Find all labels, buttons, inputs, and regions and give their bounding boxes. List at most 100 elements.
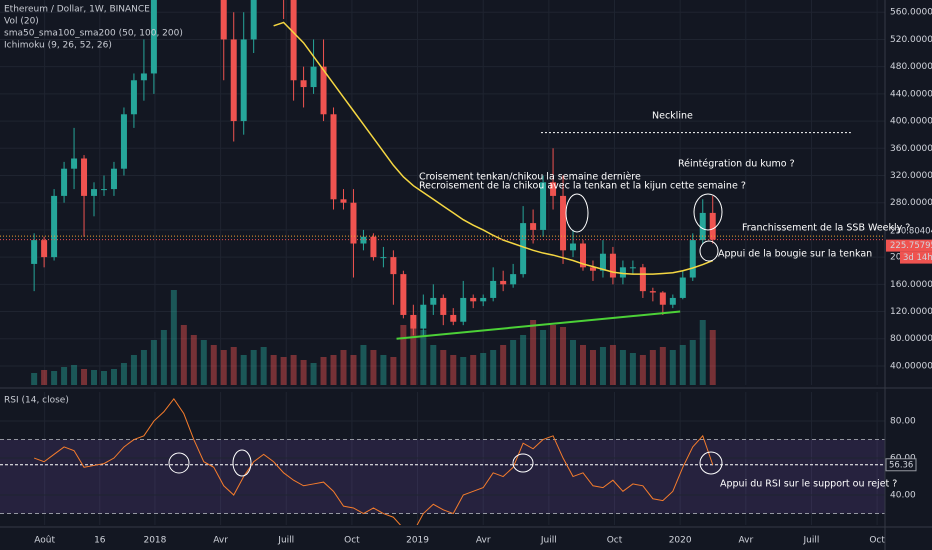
volume-bar xyxy=(330,355,337,385)
candle-body xyxy=(480,297,487,302)
volume-bar xyxy=(310,363,317,385)
volume-bar xyxy=(510,340,517,385)
candle-body xyxy=(380,257,387,259)
volume-bar xyxy=(450,355,457,385)
rsi-tick-label: 40.00 xyxy=(890,491,916,501)
volume-bar xyxy=(669,350,676,385)
annotation: Appui du RSI sur le support ou rejet ? xyxy=(720,479,897,490)
candle-body xyxy=(240,39,247,122)
volume-bar xyxy=(91,370,98,385)
volume-bar xyxy=(659,347,666,385)
x-tick-label: 16 xyxy=(94,536,106,546)
x-tick-label: Oct xyxy=(869,536,885,546)
y-tick-label: 480.000000 xyxy=(890,62,932,72)
y-tick-label: 120.000000 xyxy=(890,307,932,317)
volume-bar xyxy=(609,345,616,385)
volume-bar xyxy=(240,355,247,385)
candle-body xyxy=(390,257,397,275)
volume-bar xyxy=(170,290,177,385)
candle-body xyxy=(500,280,507,285)
y-tick-label: 400.000000 xyxy=(890,117,932,127)
volume-bar xyxy=(230,347,237,385)
volume-bar xyxy=(540,330,547,385)
volume-bar xyxy=(560,327,567,385)
volume-bar xyxy=(420,330,427,385)
candle-body xyxy=(669,297,676,305)
candle-body xyxy=(81,158,88,196)
volume-bar xyxy=(180,325,187,385)
candle-body xyxy=(570,243,577,251)
candle-body xyxy=(340,199,347,203)
annotation: Croisement tenkan/chikou la semaine dern… xyxy=(419,172,641,183)
indicator-label: Ichimoku (9, 26, 52, 26) xyxy=(4,41,112,51)
rsi-current-box xyxy=(885,458,917,472)
axes: 40.000000 80.000000 120.000000 160.000000 20… xyxy=(34,8,932,546)
candle-body xyxy=(250,0,257,40)
y-tick-label: 440.000000 xyxy=(890,89,932,99)
candle-body xyxy=(450,314,457,322)
candle-body xyxy=(400,274,407,315)
volume-bar xyxy=(380,355,387,385)
x-tick-label: Juill xyxy=(540,536,557,546)
volume-bar xyxy=(320,357,327,385)
x-tick-label: Avr xyxy=(213,536,228,546)
candle-body xyxy=(360,236,367,244)
candle-body xyxy=(520,223,527,275)
volume-bar xyxy=(410,315,417,385)
candle-body xyxy=(579,243,586,268)
candle-body xyxy=(350,202,357,244)
annotation: Recroisement de la chikou avec la tenkan… xyxy=(419,181,746,192)
volume-bar xyxy=(210,345,217,385)
candle-body xyxy=(699,212,706,241)
rsi-tick-label: 80.00 xyxy=(890,417,916,427)
candle-body xyxy=(290,0,297,81)
price-label-box xyxy=(886,225,932,238)
price-pane xyxy=(0,0,885,385)
y-tick-label: 520.000000 xyxy=(890,35,932,45)
candle-body xyxy=(530,223,537,230)
volume-bar xyxy=(280,357,287,385)
indicator-label: Vol (20) xyxy=(4,17,39,27)
volume-bar xyxy=(41,370,48,385)
y-tick-label: 80.000000 xyxy=(890,334,932,344)
volume-bar xyxy=(51,371,58,385)
volume-bar xyxy=(61,367,68,385)
volume-bar xyxy=(649,350,656,385)
candle-body xyxy=(220,0,227,40)
volume-bar xyxy=(300,360,307,385)
volume-bar xyxy=(290,355,297,385)
candle-body xyxy=(599,253,606,271)
highlight-circle xyxy=(168,452,190,474)
candle-body xyxy=(470,297,477,302)
candle-body xyxy=(440,297,447,315)
volume-bar xyxy=(629,353,636,385)
indicator-label: sma50_sma100_sma200 (50, 100, 200) xyxy=(4,29,183,39)
volume-bar xyxy=(579,345,586,385)
countdown-box xyxy=(900,251,932,264)
y-tick-label: 320.000000 xyxy=(890,171,932,181)
rsi-current-label: 56.36 xyxy=(889,460,913,470)
candle-body xyxy=(540,182,547,230)
x-tick-label: Avr xyxy=(738,536,753,546)
candle-body xyxy=(61,168,68,196)
price-label: 225.757958 xyxy=(890,241,932,251)
candle-body xyxy=(230,39,237,122)
volume-bar xyxy=(470,355,477,385)
candle-body xyxy=(140,73,147,81)
volume-bar xyxy=(250,350,257,385)
candle-body xyxy=(130,80,137,115)
x-tick-label: Avr xyxy=(476,536,491,546)
candle-body xyxy=(410,314,417,329)
candle-body xyxy=(120,114,127,169)
candle-body xyxy=(100,189,107,191)
candle-body xyxy=(490,280,497,298)
volume-bar xyxy=(589,350,596,385)
candle-body xyxy=(420,304,427,329)
volume-bar xyxy=(360,345,367,385)
volume-bar xyxy=(440,350,447,385)
annotation: Neckline xyxy=(652,111,693,122)
volume-bar xyxy=(100,371,107,385)
candle-body xyxy=(330,114,337,200)
volume-bar xyxy=(71,365,78,385)
